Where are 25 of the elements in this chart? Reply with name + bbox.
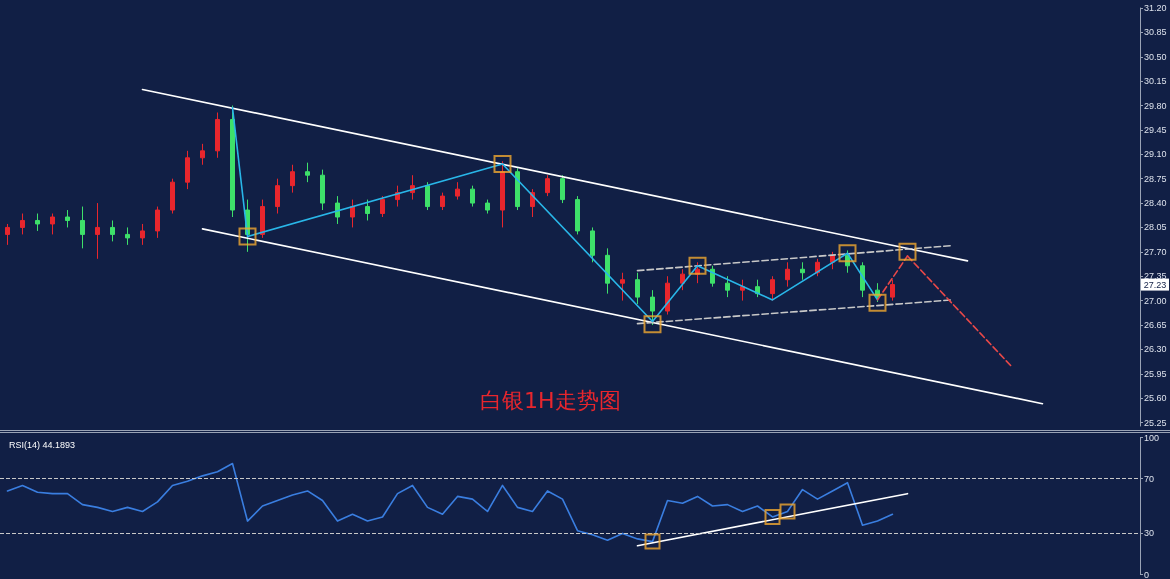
y-tick-label: 30.50 (1144, 51, 1167, 62)
y-tick-label: 29.45 (1144, 124, 1167, 135)
y-tick-label: 31.20 (1144, 3, 1167, 13)
y-tick-label: 29.80 (1144, 100, 1167, 111)
y-tick-label: 25.25 (1144, 417, 1167, 428)
y-tick-label: 26.65 (1144, 319, 1167, 330)
text: 白银1H走势图 (480, 387, 621, 413)
y-tick-label: 0 (1144, 569, 1150, 579)
y-tick-label: 70 (1144, 473, 1155, 484)
y-tick-label: 27.70 (1144, 246, 1167, 257)
y-tick-label: 27.00 (1144, 295, 1167, 306)
y-tick-label: 29.10 (1144, 149, 1167, 160)
y-tick-label: 27.35 (1144, 271, 1167, 282)
chart-title: RSI(14) 44.1893 (9, 439, 76, 450)
y-tick-label: 25.60 (1144, 393, 1167, 404)
y-tick-label: 28.75 (1144, 173, 1167, 184)
y-tick-label: 30.15 (1144, 76, 1167, 87)
y-tick-label: 100 (1144, 432, 1160, 443)
y-tick-label: 28.40 (1144, 198, 1167, 209)
y-tick-label: 26.30 (1144, 344, 1167, 355)
y-tick-label: 30.85 (1144, 27, 1167, 38)
annotation: 27.23 (1143, 279, 1167, 290)
y-tick-label: 25.95 (1144, 368, 1167, 379)
y-tick-label: 30 (1144, 528, 1155, 539)
y-tick-label: 28.05 (1144, 222, 1167, 233)
